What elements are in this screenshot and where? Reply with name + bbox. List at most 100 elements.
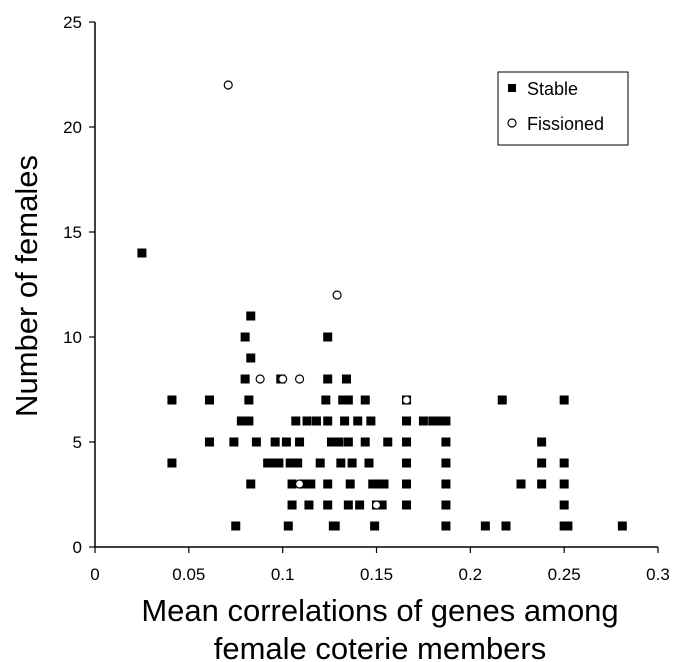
legend: Stable Fissioned bbox=[497, 71, 629, 146]
x-tick-label: 0.05 bbox=[172, 565, 205, 584]
point-fissioned bbox=[294, 479, 305, 489]
point-stable bbox=[231, 521, 241, 531]
y-tick-label: 20 bbox=[63, 118, 82, 137]
point-stable bbox=[480, 521, 490, 531]
legend-fissioned-label: Fissioned bbox=[527, 114, 604, 134]
point-stable bbox=[563, 521, 573, 531]
point-stable bbox=[368, 479, 378, 489]
point-stable bbox=[379, 479, 389, 489]
legend-fissioned-marker bbox=[507, 118, 517, 128]
point-fissioned bbox=[278, 374, 288, 384]
point-stable bbox=[402, 479, 412, 489]
point-stable bbox=[370, 521, 380, 531]
point-stable bbox=[287, 500, 297, 510]
legend-box bbox=[497, 71, 629, 146]
point-stable bbox=[501, 521, 511, 531]
point-stable bbox=[377, 500, 387, 510]
point-stable bbox=[441, 500, 451, 510]
x-tick-label: 0.25 bbox=[548, 565, 581, 584]
point-stable bbox=[441, 437, 451, 447]
point-stable bbox=[402, 437, 412, 447]
y-tick-label: 0 bbox=[73, 538, 82, 557]
legend-stable-marker bbox=[508, 84, 516, 92]
point-stable bbox=[204, 437, 214, 447]
point-stable bbox=[360, 395, 370, 405]
point-stable bbox=[246, 353, 256, 363]
point-stable bbox=[274, 458, 284, 468]
point-stable bbox=[293, 458, 303, 468]
point-fissioned bbox=[332, 290, 342, 300]
point-stable bbox=[353, 416, 363, 426]
point-stable bbox=[559, 458, 569, 468]
x-tick-label: 0.3 bbox=[646, 565, 670, 584]
point-stable bbox=[537, 479, 547, 489]
point-stable bbox=[343, 395, 353, 405]
point-stable bbox=[304, 500, 314, 510]
point-stable bbox=[364, 458, 374, 468]
point-stable bbox=[246, 311, 256, 321]
y-tick-label: 10 bbox=[63, 328, 82, 347]
point-stable bbox=[306, 479, 316, 489]
point-stable bbox=[323, 416, 333, 426]
x-tick-label: 0 bbox=[90, 565, 99, 584]
point-stable bbox=[246, 479, 256, 489]
y-tick-label: 5 bbox=[73, 433, 82, 452]
x-tick-label: 0.2 bbox=[459, 565, 483, 584]
point-stable bbox=[340, 416, 350, 426]
point-stable bbox=[433, 416, 443, 426]
point-stable bbox=[402, 416, 412, 426]
point-stable bbox=[345, 479, 355, 489]
point-fissioned bbox=[255, 374, 265, 384]
point-stable bbox=[251, 437, 261, 447]
point-stable bbox=[295, 437, 305, 447]
point-stable bbox=[283, 521, 293, 531]
point-stable bbox=[302, 416, 312, 426]
point-stable bbox=[321, 395, 331, 405]
point-stable bbox=[291, 416, 301, 426]
point-stable bbox=[497, 395, 507, 405]
point-fissioned bbox=[371, 500, 382, 510]
x-axis-ticks: 0 0.05 0.1 0.15 0.2 0.25 0.3 bbox=[90, 547, 670, 584]
point-stable bbox=[285, 458, 295, 468]
point-fissioned bbox=[223, 80, 233, 90]
point-stable bbox=[336, 458, 346, 468]
point-stable bbox=[617, 521, 627, 531]
point-stable bbox=[366, 416, 376, 426]
point-stable bbox=[323, 374, 333, 384]
data-points bbox=[137, 80, 627, 531]
point-stable bbox=[441, 479, 451, 489]
legend-stable-label: Stable bbox=[527, 79, 578, 99]
y-tick-label: 15 bbox=[63, 223, 82, 242]
point-stable bbox=[338, 395, 348, 405]
point-stable bbox=[266, 458, 276, 468]
y-tick-label: 25 bbox=[63, 13, 82, 32]
point-stable bbox=[559, 500, 569, 510]
x-axis-title-line-1: Mean correlations of genes among bbox=[141, 593, 618, 628]
point-stable bbox=[244, 395, 254, 405]
point-stable bbox=[516, 479, 526, 489]
point-stable bbox=[341, 374, 351, 384]
y-axis-title: Number of females bbox=[9, 155, 44, 417]
x-axis-title-line-2: female coterie members bbox=[214, 631, 547, 662]
x-tick-label: 0.1 bbox=[271, 565, 295, 584]
point-stable bbox=[323, 332, 333, 342]
point-stable bbox=[559, 395, 569, 405]
point-stable bbox=[334, 437, 344, 447]
point-stable bbox=[418, 416, 428, 426]
point-stable bbox=[137, 248, 147, 258]
point-stable bbox=[240, 332, 250, 342]
point-stable bbox=[559, 479, 569, 489]
point-fissioned bbox=[401, 395, 412, 405]
point-stable bbox=[326, 437, 336, 447]
point-stable bbox=[167, 458, 177, 468]
point-stable bbox=[330, 521, 340, 531]
point-stable bbox=[270, 437, 280, 447]
point-stable bbox=[402, 458, 412, 468]
point-stable bbox=[441, 458, 451, 468]
y-axis-ticks: 0 5 10 15 20 25 bbox=[63, 13, 95, 557]
point-stable bbox=[244, 416, 254, 426]
point-stable bbox=[311, 416, 321, 426]
point-stable bbox=[204, 395, 214, 405]
point-stable bbox=[355, 500, 365, 510]
